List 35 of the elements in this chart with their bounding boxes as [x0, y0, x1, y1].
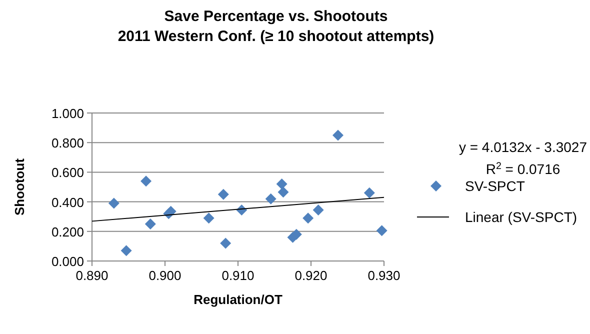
point — [140, 176, 152, 187]
point — [278, 186, 289, 198]
point — [376, 225, 388, 236]
y-tick-label: 0.200 — [51, 224, 84, 240]
x-tick-label: 0.930 — [368, 268, 400, 283]
point — [144, 218, 156, 230]
text: y = 4.0132x - 3.3027 — [458, 139, 588, 155]
point — [364, 187, 375, 198]
x-axis-title: Regulation/OT — [194, 292, 282, 307]
point — [120, 245, 132, 256]
chart-title: Save Percentage vs. Shootouts — [164, 8, 388, 25]
point — [302, 212, 314, 224]
point — [312, 204, 324, 216]
legend-label: Linear (SV-SPCT) — [465, 209, 578, 225]
point — [332, 130, 344, 141]
point — [165, 206, 176, 217]
x-tick-label: 0.900 — [148, 268, 182, 283]
point — [108, 198, 120, 209]
x-tick-label: 0.910 — [222, 268, 254, 283]
point — [265, 193, 276, 204]
y-tick-label: 0.000 — [51, 254, 84, 269]
y-tick-label: 1.000 — [51, 106, 84, 121]
text: R$^{2}$ = 0.0716 — [486, 160, 560, 177]
y-tick-label: 0.600 — [51, 165, 84, 180]
point — [276, 178, 288, 190]
y-tick-label: 0.800 — [51, 136, 84, 151]
y-tick-label: 0.400 — [51, 194, 84, 210]
y-axis-title: Shootout — [12, 158, 27, 216]
chart-subtitle: 2011 Western Conf. (≥ 10 shootout attempts) — [118, 28, 434, 45]
point — [203, 212, 214, 224]
point — [220, 238, 232, 249]
x-tick-label: 0.890 — [76, 268, 108, 283]
legend-label: SV-SPCT — [465, 178, 526, 194]
x-tick-label: 0.920 — [294, 268, 328, 283]
point — [218, 188, 229, 200]
